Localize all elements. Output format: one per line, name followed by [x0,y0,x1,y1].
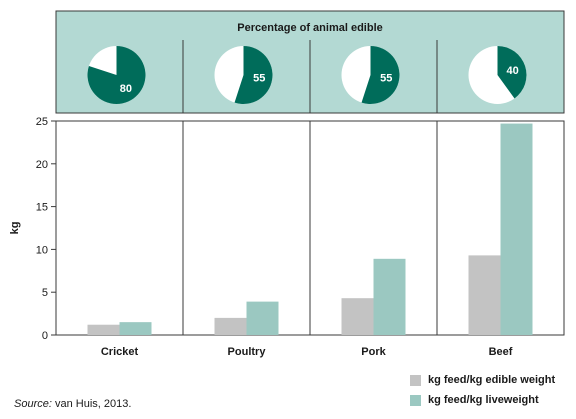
bar-edible-weight-beef [468,255,501,335]
legend-swatch-edible-weight [410,374,421,386]
bar-liveweight-beef [500,123,533,336]
bar-liveweight-cricket [119,322,152,335]
category-label-beef: Beef [489,346,513,358]
bar-edible-weight-pork [341,298,374,335]
category-label-poultry: Poultry [228,346,267,358]
bar-edible-weight-poultry [214,317,247,335]
legend-label-liveweight: kg feed/kg liveweight [428,394,539,406]
y-tick-label: 0 [42,330,48,342]
bar-liveweight-pork [373,258,406,335]
y-axis-label: kg [9,222,21,235]
y-tick-label: 25 [36,116,48,128]
inset-title: Percentage of animal edible [237,22,383,34]
bar-liveweight-poultry [246,301,279,335]
legend-item-edible-weight: kg feed/kg edible weight [410,370,555,390]
source-text: van Huis, 2013. [54,398,132,410]
pie-label-pork: 55 [380,72,392,84]
y-tick-label: 20 [36,159,48,171]
legend-item-liveweight: kg feed/kg liveweight [410,390,555,410]
pie-slice-edible-pork [361,46,400,104]
category-label-cricket: Cricket [101,346,139,358]
source-label: Source: [14,398,52,410]
pie-label-beef: 40 [507,65,519,77]
legend: kg feed/kg edible weight kg feed/kg live… [410,370,555,410]
y-tick-label: 15 [36,202,48,214]
source-note: Source: van Huis, 2013. [14,398,131,410]
legend-label-edible-weight: kg feed/kg edible weight [428,374,556,386]
pie-slice-edible-poultry [234,46,273,105]
pie-label-poultry: 55 [253,72,265,84]
bar-edible-weight-cricket [87,324,120,335]
y-tick-label: 10 [36,244,48,256]
pie-slice-edible-cricket [87,46,146,104]
pie-slice-edible-beef [497,46,527,99]
y-tick-label: 5 [42,287,48,299]
pie-label-cricket: 80 [120,83,132,95]
legend-swatch-liveweight [410,394,421,406]
category-label-pork: Pork [361,346,386,358]
